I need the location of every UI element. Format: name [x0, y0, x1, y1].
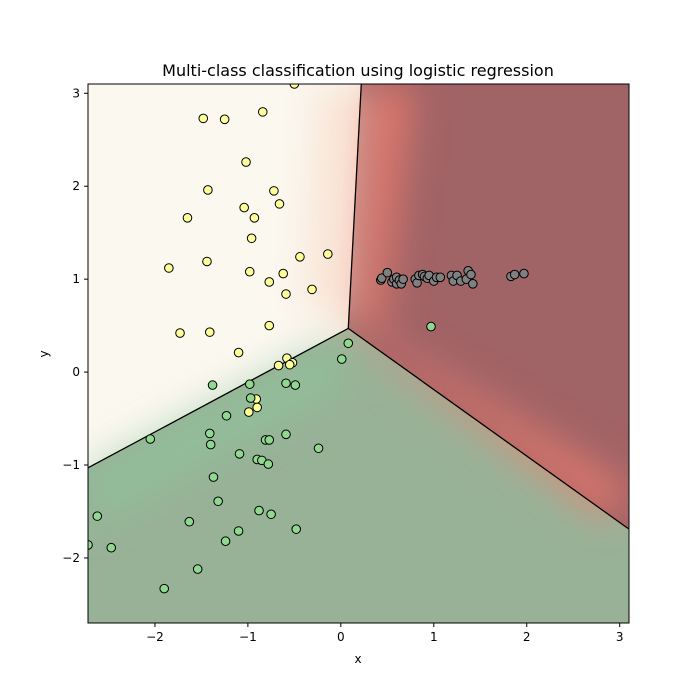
data-point — [266, 509, 276, 520]
y-tick-label: −1 — [62, 458, 80, 472]
data-point — [202, 256, 212, 267]
data-point — [281, 289, 291, 299]
data-point — [274, 199, 285, 209]
y-axis-label: y — [37, 350, 51, 357]
data-point — [382, 267, 393, 278]
data-point — [145, 434, 156, 444]
data-point — [509, 269, 520, 280]
data-point — [164, 263, 174, 273]
chart-title: Multi-class classification using logisti… — [162, 61, 554, 80]
data-point — [323, 249, 333, 259]
data-points — [88, 84, 529, 594]
data-point — [207, 380, 218, 390]
data-point — [281, 429, 291, 440]
data-point — [198, 113, 209, 124]
data-point — [159, 583, 170, 594]
data-point — [88, 540, 93, 550]
data-point — [249, 213, 260, 223]
x-axis-label: x — [354, 652, 361, 666]
x-axis: −2 −1 0 1 2 3 — [146, 623, 624, 644]
data-point — [264, 277, 275, 287]
x-tick-label: 2 — [523, 630, 531, 644]
data-point — [269, 186, 279, 196]
x-tick-label: 1 — [430, 630, 438, 644]
data-point — [205, 439, 216, 450]
x-tick-label: 0 — [337, 630, 345, 644]
boundary-line-2 — [347, 327, 629, 530]
data-point — [233, 347, 244, 358]
data-point — [468, 279, 478, 289]
data-point — [244, 407, 254, 417]
boundary-line-1 — [88, 327, 349, 469]
y-tick-label: 1 — [72, 272, 80, 286]
data-point — [313, 443, 324, 454]
data-point — [245, 393, 256, 403]
data-point — [519, 268, 529, 279]
data-point — [244, 266, 255, 277]
data-point — [284, 359, 295, 370]
data-point — [92, 511, 103, 521]
data-point — [254, 505, 264, 516]
y-tick-label: 0 — [72, 365, 80, 379]
data-point — [336, 354, 347, 364]
data-point — [252, 402, 262, 413]
y-tick-label: −2 — [62, 551, 80, 565]
data-point — [204, 428, 215, 439]
region-yellow — [88, 84, 362, 468]
data-point — [291, 524, 302, 534]
data-point — [244, 379, 255, 389]
decision-boundaries — [88, 84, 629, 530]
data-point — [220, 536, 231, 547]
data-point — [184, 516, 195, 527]
data-point — [182, 213, 193, 223]
data-point — [239, 202, 249, 213]
decision-regions — [88, 84, 629, 623]
data-point — [466, 269, 476, 280]
data-point — [273, 360, 284, 371]
data-point — [246, 233, 257, 244]
data-point — [264, 435, 275, 445]
y-axis: −2 −1 0 1 2 3 — [62, 86, 88, 565]
data-point — [208, 472, 219, 482]
plot-frame — [87, 83, 630, 624]
data-point — [278, 268, 289, 279]
data-point — [192, 564, 203, 574]
data-point — [221, 410, 232, 421]
data-point — [106, 542, 117, 553]
data-point — [289, 84, 300, 89]
data-point — [376, 273, 387, 284]
data-point — [398, 274, 408, 284]
data-point — [257, 107, 268, 117]
data-point — [203, 185, 213, 195]
boundary-line-0 — [347, 84, 362, 329]
y-tick-label: 2 — [72, 179, 80, 193]
data-point — [233, 526, 244, 536]
plot-area — [88, 84, 629, 623]
y-tick-label: 3 — [72, 86, 80, 100]
x-tick-label: −1 — [239, 630, 257, 644]
data-point — [219, 114, 230, 125]
data-point — [213, 496, 223, 507]
data-point — [175, 328, 185, 338]
x-tick-label: 3 — [616, 630, 624, 644]
data-point — [241, 157, 251, 167]
data-point — [307, 284, 317, 295]
data-point — [263, 459, 274, 469]
data-point — [281, 378, 291, 389]
data-point — [343, 338, 354, 349]
region-yellow-highlight — [308, 84, 354, 321]
data-point — [426, 321, 436, 332]
region-green-highlight — [88, 336, 345, 528]
data-point — [234, 449, 245, 459]
data-point — [264, 320, 275, 331]
data-point — [435, 272, 446, 283]
data-point — [290, 380, 301, 390]
data-point — [204, 327, 215, 337]
x-tick-label: −2 — [146, 630, 164, 644]
data-point — [295, 252, 305, 262]
region-red — [348, 84, 629, 530]
